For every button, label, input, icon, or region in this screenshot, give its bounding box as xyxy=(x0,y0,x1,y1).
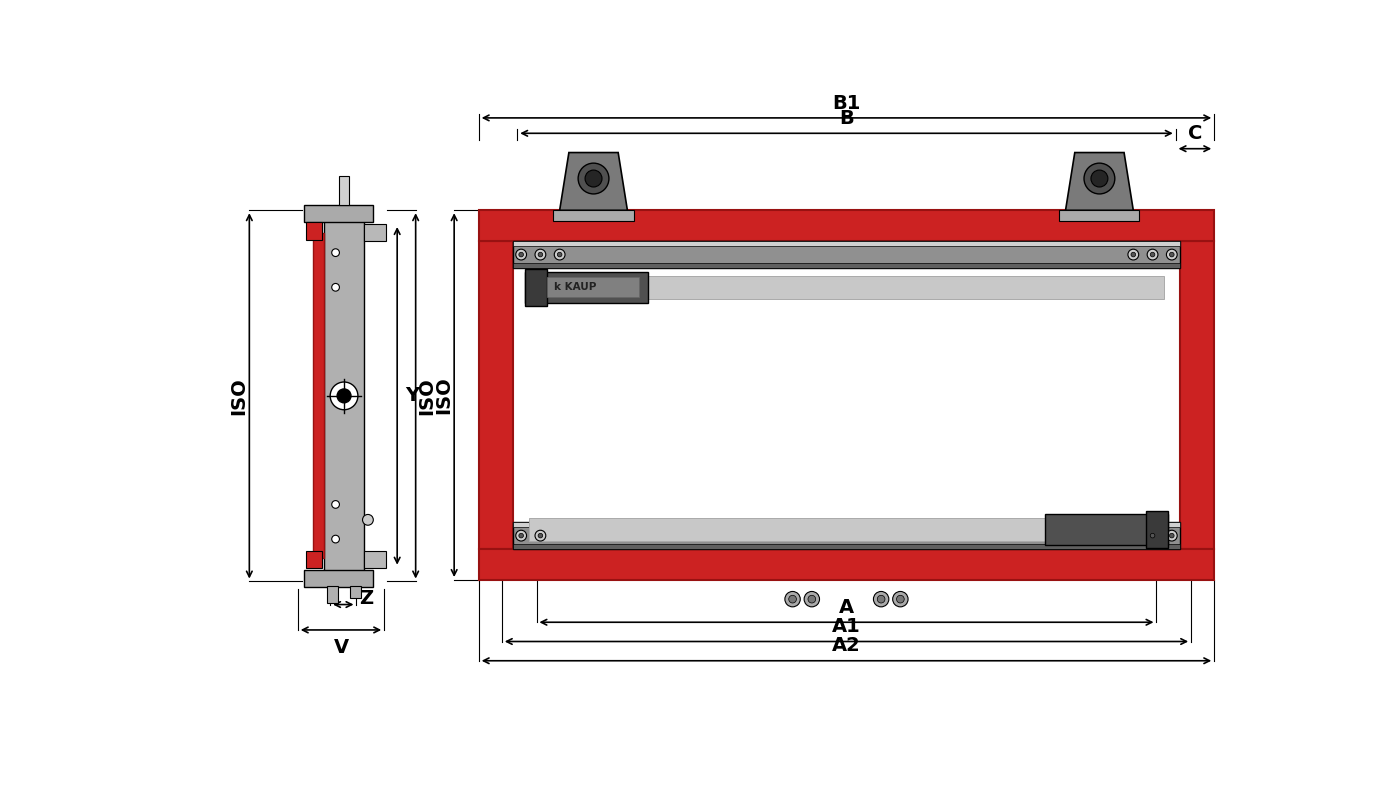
Bar xyxy=(514,241,1179,246)
Circle shape xyxy=(363,514,374,525)
Circle shape xyxy=(538,533,543,538)
Text: Y: Y xyxy=(405,386,419,405)
Bar xyxy=(479,241,514,549)
Bar xyxy=(546,277,638,297)
Bar xyxy=(364,551,385,567)
Bar xyxy=(1044,514,1168,545)
Text: B: B xyxy=(839,109,854,128)
Circle shape xyxy=(519,533,524,538)
Circle shape xyxy=(896,596,904,603)
Circle shape xyxy=(1151,533,1155,538)
Circle shape xyxy=(1166,530,1177,541)
Bar xyxy=(479,549,1214,580)
Text: ISO: ISO xyxy=(417,377,435,415)
Text: ISO: ISO xyxy=(434,376,452,414)
Circle shape xyxy=(788,596,797,603)
Circle shape xyxy=(1128,249,1138,260)
Text: Z: Z xyxy=(360,589,374,608)
Circle shape xyxy=(337,389,351,403)
Text: B1: B1 xyxy=(832,93,861,112)
Bar xyxy=(1147,511,1168,548)
Circle shape xyxy=(1131,252,1135,257)
Text: ISO: ISO xyxy=(230,377,248,415)
Polygon shape xyxy=(1065,152,1134,210)
Circle shape xyxy=(1091,170,1107,187)
Circle shape xyxy=(535,249,546,260)
Bar xyxy=(525,269,546,306)
Circle shape xyxy=(1084,164,1114,194)
Bar xyxy=(479,210,1214,241)
Circle shape xyxy=(515,530,526,541)
Text: C: C xyxy=(1187,124,1203,143)
Circle shape xyxy=(554,249,566,260)
Text: A: A xyxy=(839,598,854,617)
Circle shape xyxy=(1147,530,1158,541)
Circle shape xyxy=(1151,252,1155,257)
Circle shape xyxy=(557,252,561,257)
Bar xyxy=(304,570,374,587)
Circle shape xyxy=(804,592,819,607)
Circle shape xyxy=(332,536,339,543)
Circle shape xyxy=(1147,249,1158,260)
Circle shape xyxy=(785,592,801,607)
Bar xyxy=(1060,210,1140,221)
Bar xyxy=(514,522,1179,549)
Circle shape xyxy=(538,252,543,257)
Bar xyxy=(514,241,1179,268)
Text: A2: A2 xyxy=(832,637,861,656)
Circle shape xyxy=(332,249,339,257)
Circle shape xyxy=(878,596,885,603)
Bar xyxy=(305,222,322,239)
Circle shape xyxy=(1169,252,1175,257)
Bar xyxy=(529,518,1145,541)
Circle shape xyxy=(585,170,602,187)
Circle shape xyxy=(874,592,889,607)
Bar xyxy=(553,210,634,221)
Bar xyxy=(305,551,322,567)
Text: k KAUP: k KAUP xyxy=(554,282,596,292)
Circle shape xyxy=(808,596,816,603)
Bar xyxy=(514,522,1179,527)
Circle shape xyxy=(515,249,526,260)
Bar xyxy=(364,224,385,241)
Text: A1: A1 xyxy=(832,617,861,636)
Circle shape xyxy=(332,284,339,292)
Circle shape xyxy=(535,530,546,541)
Bar xyxy=(549,276,1163,299)
Circle shape xyxy=(519,252,524,257)
Bar xyxy=(328,586,337,603)
Bar xyxy=(304,205,374,222)
Bar xyxy=(514,544,1179,549)
Circle shape xyxy=(332,501,339,508)
Circle shape xyxy=(578,164,609,194)
Text: V: V xyxy=(333,638,349,656)
Polygon shape xyxy=(560,152,627,210)
Bar xyxy=(514,263,1179,268)
Bar xyxy=(339,175,350,205)
Circle shape xyxy=(893,592,909,607)
Circle shape xyxy=(1166,249,1177,260)
Bar xyxy=(525,272,648,303)
Bar xyxy=(314,233,323,559)
Bar xyxy=(350,586,361,598)
Bar xyxy=(1179,241,1214,549)
Circle shape xyxy=(1169,533,1175,538)
Bar xyxy=(323,210,364,581)
Circle shape xyxy=(330,382,358,410)
